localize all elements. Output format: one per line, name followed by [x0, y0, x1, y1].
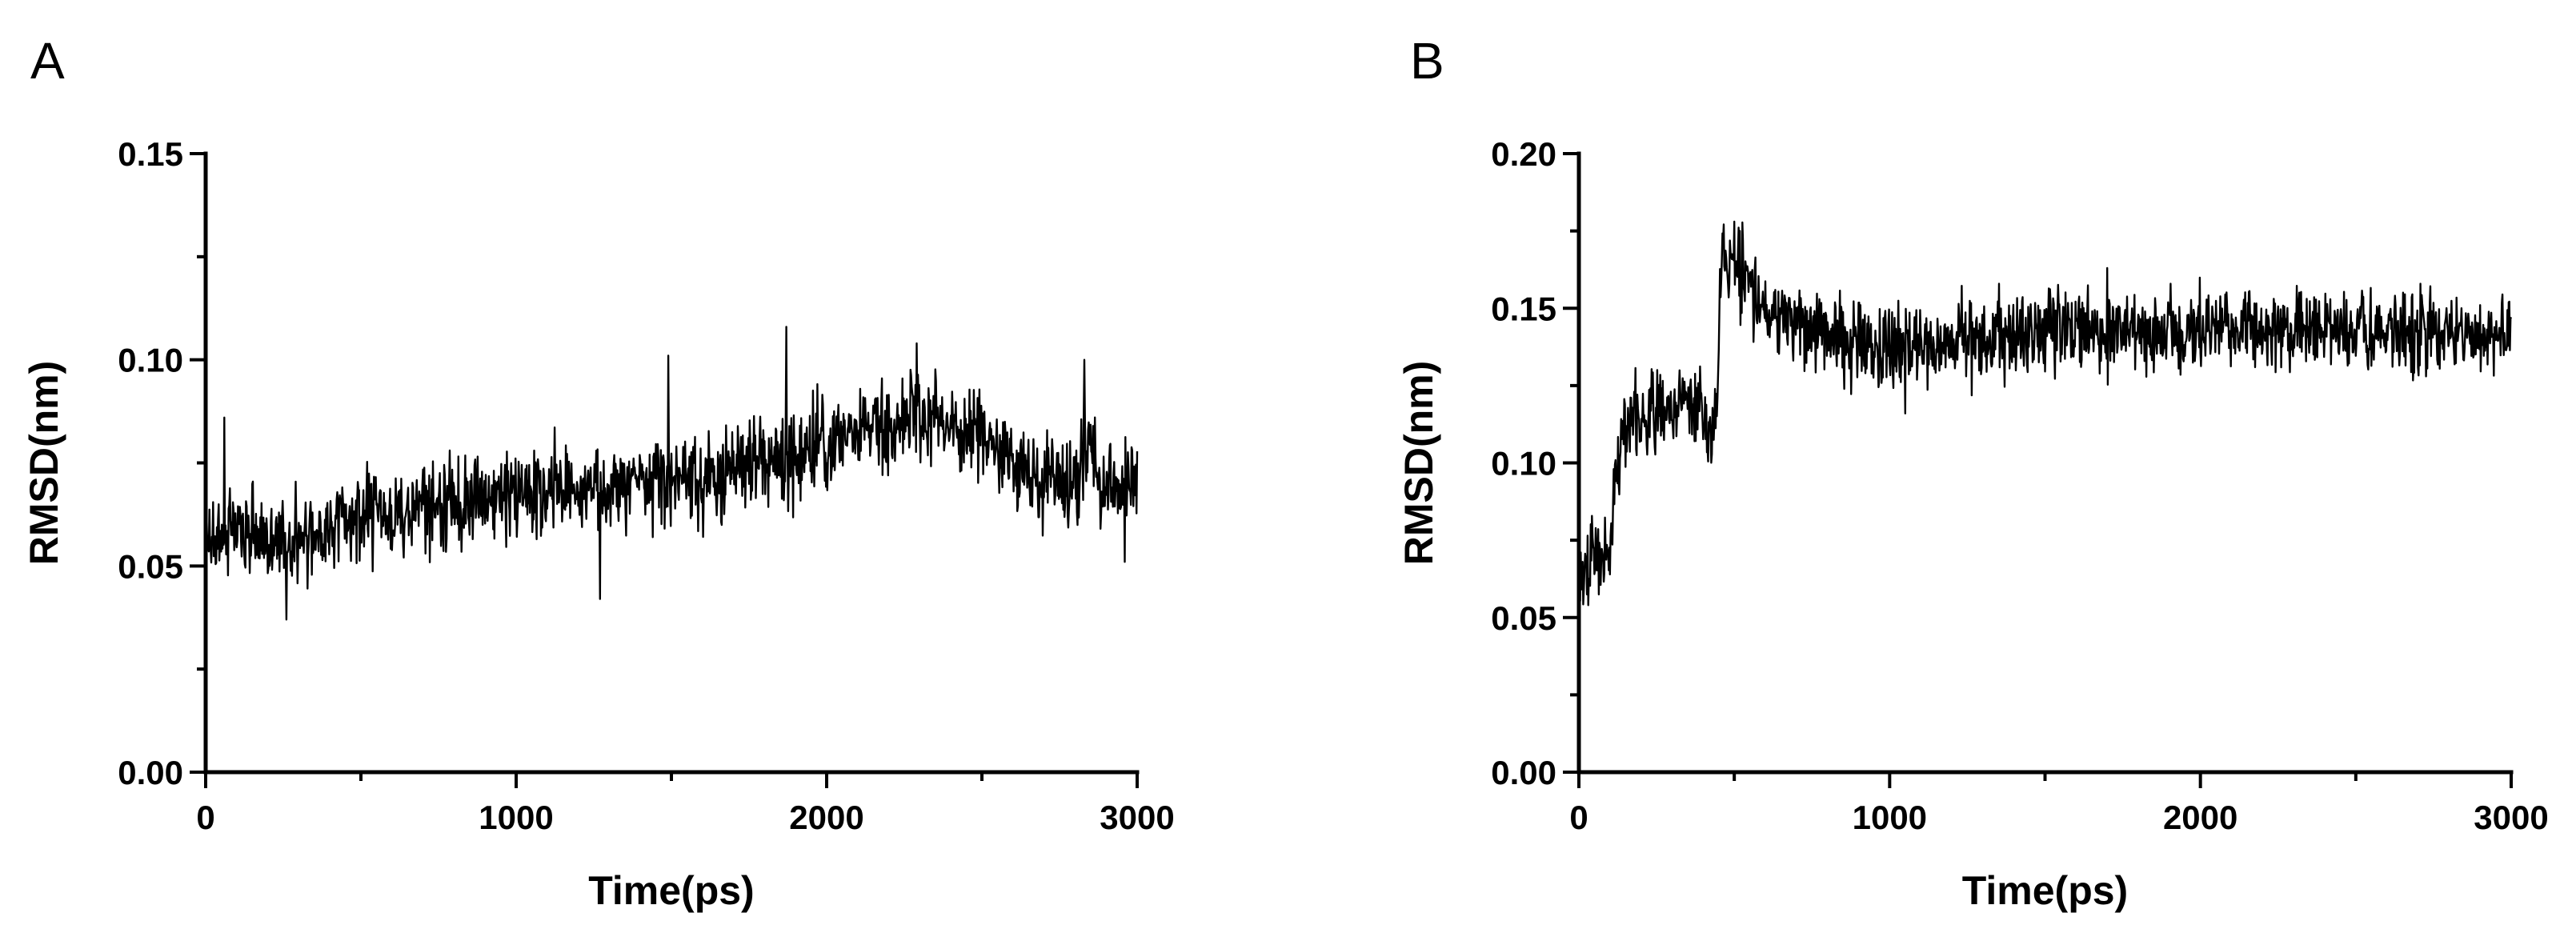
x-tick-label: 1000	[1853, 799, 1927, 836]
y-axis-title: RMSD(nm)	[22, 361, 66, 566]
y-axis-title: RMSD(nm)	[1396, 361, 1441, 566]
x-tick-label: 3000	[2474, 799, 2548, 836]
rmsd-series-line	[1577, 220, 2513, 607]
panel-label-a: A	[30, 32, 65, 90]
y-tick-label: 0.10	[118, 342, 183, 379]
y-tick-label: 0.10	[1491, 445, 1556, 483]
x-axis-title: Time(ps)	[1962, 868, 2128, 913]
x-tick-label: 2000	[2163, 799, 2237, 836]
x-tick-label: 3000	[1100, 799, 1174, 836]
y-tick-label: 0.05	[118, 547, 183, 585]
rmsd-series-line	[204, 326, 1139, 621]
y-tick-label: 0.20	[1491, 135, 1556, 173]
x-axis-title: Time(ps)	[588, 868, 754, 913]
chart-a: 0.00 0.05 0.10 0.15 0 1000 2000 3000 Time(ps) RMS…	[22, 135, 1175, 913]
panel-label-b: B	[1410, 32, 1444, 90]
y-tick-label: 0.05	[1491, 599, 1556, 637]
y-tick-label: 0.00	[1491, 754, 1556, 791]
y-tick-label: 0.15	[1491, 290, 1556, 327]
chart-b: 0.00 0.05 0.10 0.15 0.20 0 1000 2000 3000 Time(ps…	[1396, 135, 2549, 913]
y-tick-label: 0.00	[118, 754, 183, 791]
x-tick-label: 0	[196, 799, 214, 836]
x-tick-label: 1000	[479, 799, 553, 836]
y-tick-label: 0.15	[118, 135, 183, 173]
x-tick-label: 0	[1569, 799, 1588, 836]
x-tick-label: 2000	[789, 799, 863, 836]
